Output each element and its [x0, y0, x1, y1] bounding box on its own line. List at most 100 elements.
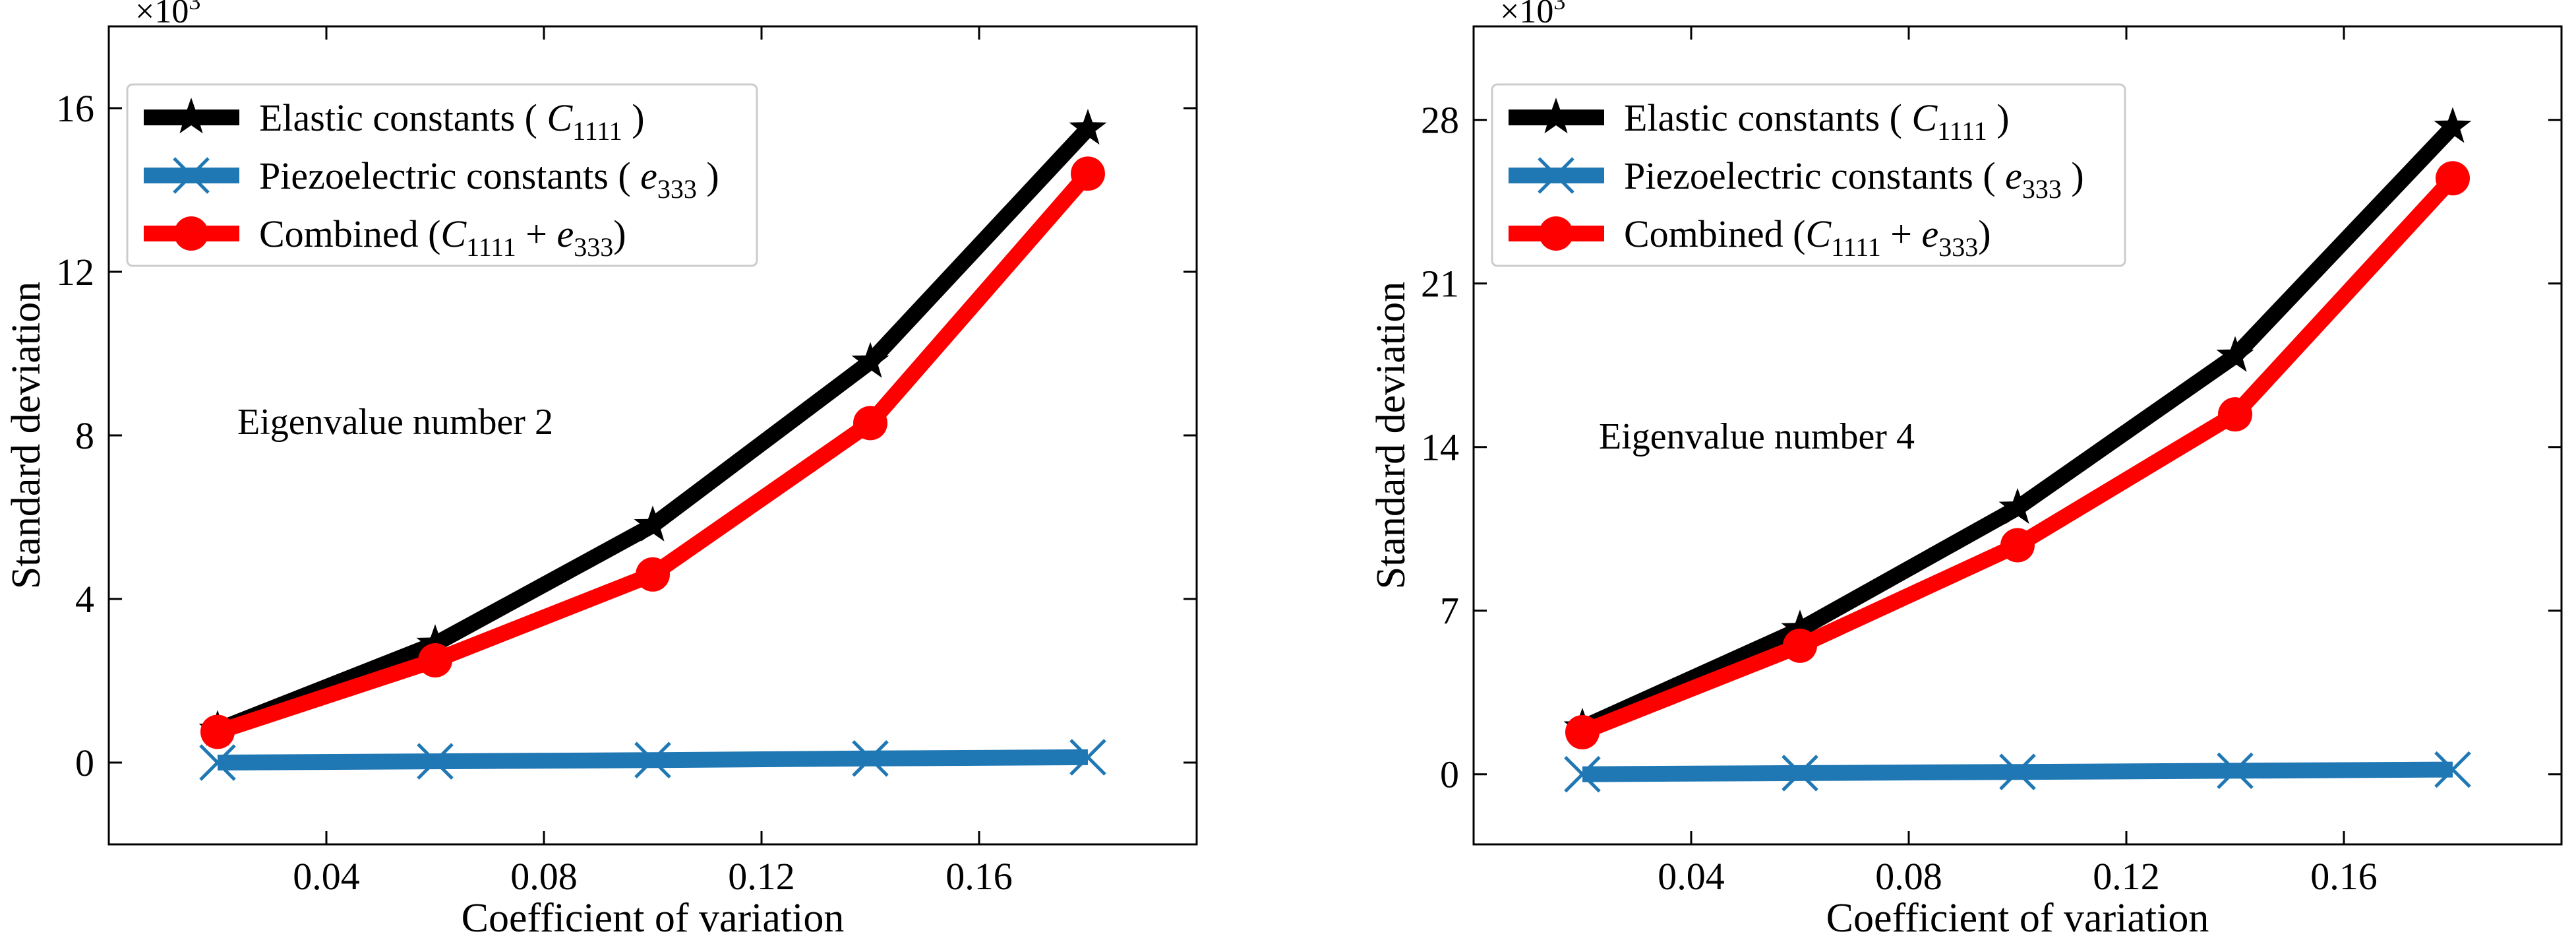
data-point [1781, 610, 1819, 646]
y-tick-label: 8 [75, 414, 94, 457]
legend-label-label-sub: 1111 [466, 232, 516, 262]
y-tick-label: 12 [56, 251, 94, 294]
legend-label-label-var2: e [1921, 212, 1938, 255]
legend-entry: Elastic constants ( C1111 ) [144, 96, 645, 146]
legend-label-label-sub: 333 [657, 174, 697, 204]
y-scale-base: ×10 [1500, 0, 1553, 30]
data-point [853, 406, 887, 441]
legend-label-label-main: Piezoelectric constants ( [1624, 154, 2005, 197]
x-tick-label: 0.08 [510, 855, 578, 898]
data-point [2436, 161, 2470, 196]
data-point [2217, 752, 2254, 790]
data-point [2218, 397, 2252, 432]
x-tick-label: 0.04 [293, 855, 360, 898]
x-tick-label: 0.08 [1875, 855, 1942, 898]
legend-marker [1537, 98, 1575, 134]
data-point [1565, 714, 1600, 749]
legend-label-label-tail: ) [1978, 212, 1991, 255]
data-point [2216, 336, 2254, 372]
legend-label-label-sub: 1111 [1937, 116, 1987, 146]
data-point [1069, 739, 1106, 776]
legend-label-label-main: Elastic constants ( [1624, 96, 1912, 139]
legend-label-label-tail: ) [1987, 96, 2010, 139]
legend-label: Elastic constants ( C1111 ) [1624, 96, 2010, 146]
x-axis-label: Coefficient of variation [1826, 896, 2209, 941]
legend-label: Piezoelectric constants ( e333 ) [259, 154, 719, 204]
legend-label-label-sub: 1111 [1831, 232, 1881, 262]
series-circle [200, 156, 1105, 749]
legend: Elastic constants ( C1111 )Piezoelectric… [1491, 83, 2126, 267]
legend-label-label-var: C [1912, 96, 1938, 139]
legend-label-label-main: Piezoelectric constants ( [259, 154, 640, 197]
legend-label-label-tail: ) [622, 96, 645, 139]
legend-label-label-sub: 1111 [572, 116, 622, 146]
data-point [1999, 753, 2036, 790]
legend-marker [172, 98, 210, 134]
data-point [2000, 528, 2035, 563]
y-scale-base: ×10 [135, 0, 189, 30]
legend-entry: Piezoelectric constants ( e333 ) [144, 154, 719, 204]
y-tick-label: 28 [1421, 99, 1459, 142]
legend-marker [174, 216, 208, 251]
legend-entry: Piezoelectric constants ( e333 ) [1509, 154, 2084, 204]
data-point [1069, 109, 1107, 145]
data-point [852, 740, 889, 777]
y-tick-label: 4 [75, 578, 94, 621]
data-point [199, 744, 236, 781]
data-point [416, 624, 454, 660]
x-tick-label: 0.16 [2310, 855, 2378, 898]
plot-frame [1472, 25, 2563, 846]
x-tick-label: 0.12 [2093, 855, 2160, 898]
data-point [634, 741, 671, 779]
y-scale-label: ×103 [135, 0, 200, 30]
legend-label-label-sub2: 333 [1938, 232, 1978, 262]
legend-label: Combined (C1111 + e333) [259, 212, 626, 262]
data-point [2434, 751, 2471, 788]
legend-label-label-var: C [1805, 212, 1832, 255]
data-point [1782, 755, 1818, 792]
legend-box [126, 83, 758, 267]
data-point [417, 743, 454, 780]
y-axis-label: Standard deviation [4, 282, 49, 590]
x-tick-label: 0.12 [728, 855, 795, 898]
x-tick-label: 0.04 [1658, 855, 1725, 898]
legend-box [1491, 83, 2126, 267]
legend-label: Piezoelectric constants ( e333 ) [1624, 154, 2084, 204]
data-point [1783, 628, 1817, 663]
legend-label-label-tail: ) [697, 154, 719, 197]
y-tick-label: 7 [1440, 590, 1459, 633]
data-point [200, 714, 235, 749]
y-scale-exponent: 3 [189, 0, 200, 15]
legend: Elastic constants ( C1111 ) Piezoelectric… [126, 83, 758, 267]
y-tick-label: 0 [1440, 753, 1459, 796]
series-x [199, 739, 1106, 781]
legend-label-label-var: e [640, 154, 657, 197]
data-point [851, 342, 889, 378]
legend-entry: Combined (C1111 + e333) [144, 212, 626, 262]
chart-panel-eigenvalue-2: 0.04 0.08 0.12 0.16 0 4 8 12 16 ×103 Coefficient o… [4, 0, 1198, 941]
y-scale-exponent: 3 [1553, 0, 1565, 15]
legend-marker [1539, 216, 1573, 251]
data-point [1071, 156, 1105, 191]
data-point [636, 557, 670, 592]
y-tick-label: 16 [56, 87, 94, 130]
data-point [634, 505, 672, 542]
legend-label-label-main: Combined ( [1624, 212, 1805, 255]
data-point [1564, 755, 1601, 793]
eigenvalue-annotation: Eigenvalue number 2 [237, 402, 553, 443]
legend-label: Elastic constants ( C1111 ) [259, 96, 645, 146]
legend-label-label-sub: 333 [2022, 174, 2062, 204]
legend-label-label-mid: + [1881, 212, 1922, 255]
y-scale-label: ×103 [1500, 0, 1565, 30]
eigenvalue-annotation: Eigenvalue number 4 [1599, 416, 1915, 457]
y-tick-label: 0 [75, 741, 94, 784]
legend-marker [173, 157, 210, 194]
legend-label-label-var2: e [556, 212, 574, 255]
data-point [2434, 107, 2472, 143]
legend-entry: Elastic constants ( C1111 ) [1509, 96, 2010, 146]
x-tick-label: 0.16 [945, 855, 1013, 898]
chart-panel-eigenvalue-4: 0.04 0.08 0.12 0.16 0 7 14 21 28 ×103 Coefficient … [1369, 0, 2563, 941]
y-axis-label: Standard deviation [1369, 282, 1414, 590]
legend-entry: Combined (C1111 + e333) [1509, 212, 1991, 262]
